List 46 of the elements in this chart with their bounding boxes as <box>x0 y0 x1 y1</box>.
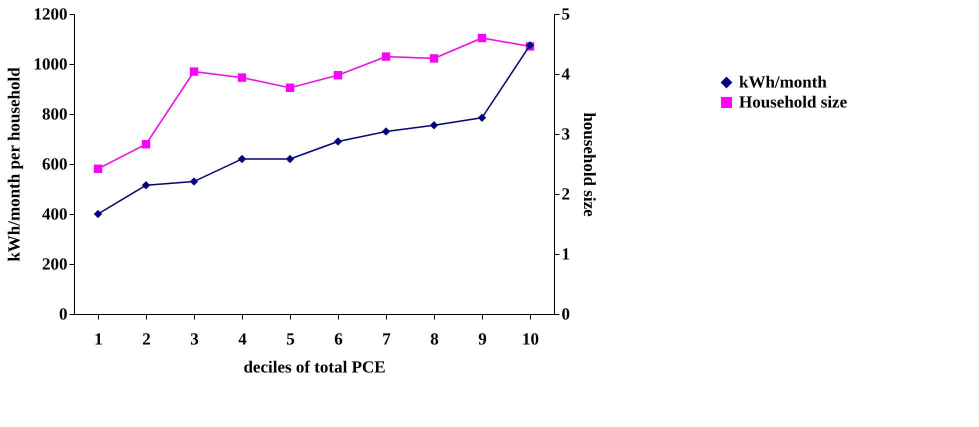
point <box>238 73 246 82</box>
y-axis-title: kWh/month per household <box>4 66 24 262</box>
y-tick-label: 1000 <box>34 54 68 74</box>
legend-label: kWh/month <box>739 72 828 92</box>
y-tick-label: 400 <box>42 204 68 224</box>
y-tick-label: 0 <box>59 304 68 324</box>
x-tick-label: 2 <box>142 330 151 348</box>
y2-tick-label: 4 <box>562 64 570 84</box>
y2-tick-label: 3 <box>562 124 570 144</box>
y2-tick-label: 1 <box>562 244 570 264</box>
x-tick-label: 7 <box>382 330 392 348</box>
point <box>142 181 150 190</box>
point <box>478 34 486 42</box>
point <box>142 140 150 148</box>
y2-tick-label: 0 <box>562 304 570 324</box>
x-tick-label: 1 <box>94 330 103 348</box>
x-tick-label: 5 <box>286 330 295 348</box>
x-tick-label: 3 <box>190 330 199 348</box>
point <box>334 137 342 146</box>
y-tick-label: 800 <box>42 104 68 124</box>
point <box>94 164 102 173</box>
y2-axis-title: household size <box>580 112 599 218</box>
point <box>94 210 102 218</box>
point <box>430 121 438 130</box>
point <box>286 84 294 92</box>
y-tick-label: 200 <box>42 254 68 274</box>
y-tick-label: 600 <box>42 154 68 174</box>
point <box>334 71 342 80</box>
y-tick-label: 1200 <box>34 4 68 24</box>
x-tick-label: 10 <box>522 330 539 348</box>
legend-label: Household size <box>739 92 848 112</box>
x-tick-label: 6 <box>334 330 343 348</box>
point <box>382 127 390 136</box>
point <box>286 154 294 164</box>
point <box>382 52 390 61</box>
x-tick-label: 8 <box>430 330 439 348</box>
point <box>238 154 246 164</box>
x-tick-label: 9 <box>478 330 487 348</box>
y2-tick-label: 5 <box>562 4 570 24</box>
point <box>430 54 438 63</box>
y2-tick-label: 2 <box>562 184 570 204</box>
x-tick-label: 4 <box>238 330 248 348</box>
point <box>190 67 198 76</box>
point <box>478 114 486 122</box>
x-axis-title: deciles of total PCE <box>243 358 386 376</box>
point <box>190 177 198 186</box>
